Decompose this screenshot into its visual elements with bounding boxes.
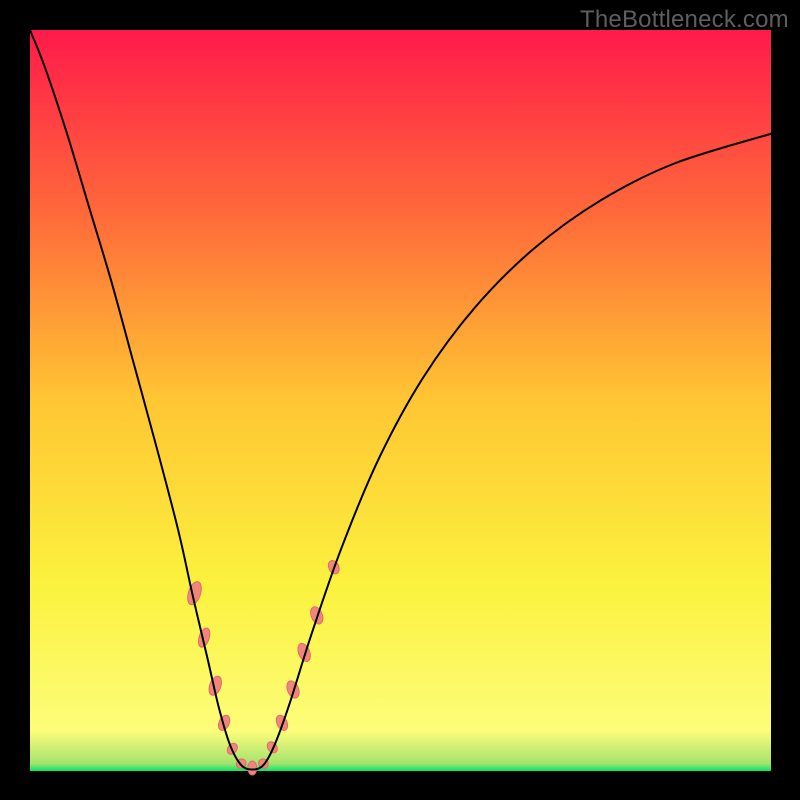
chart-container: TheBottleneck.com — [0, 0, 800, 800]
watermark-text: TheBottleneck.com — [580, 6, 789, 34]
plot-area — [30, 30, 771, 771]
